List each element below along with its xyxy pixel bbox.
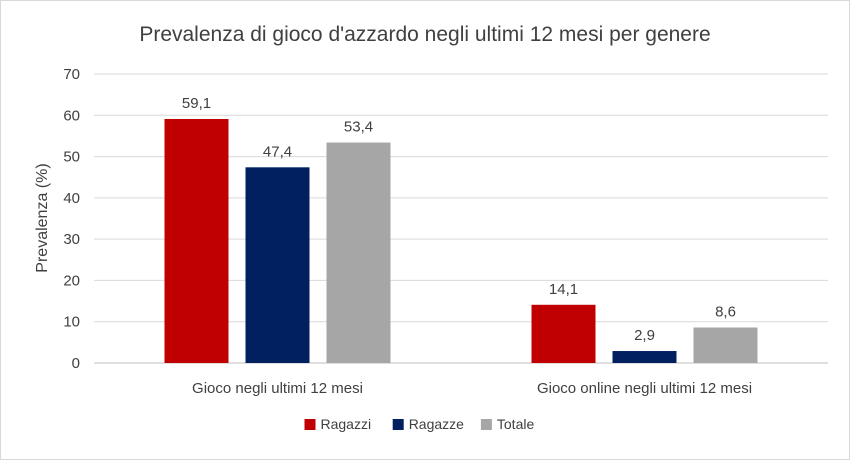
chart-title: Prevalenza di gioco d'azzardo negli ulti… xyxy=(139,23,710,46)
data-label: 47,4 xyxy=(263,143,292,160)
y-tick-label: 50 xyxy=(63,149,80,166)
bar-totale xyxy=(693,327,758,363)
legend-swatch-ragazze xyxy=(392,419,404,430)
data-label: 14,1 xyxy=(549,281,578,298)
data-label: 53,4 xyxy=(344,119,373,136)
bar-ragazze xyxy=(245,167,310,363)
bar-totale xyxy=(326,142,391,363)
y-tick-label: 10 xyxy=(63,314,80,331)
legend-label-ragazzi: Ragazzi xyxy=(321,416,372,432)
y-tick-label: 20 xyxy=(63,272,80,289)
bar-ragazzi xyxy=(531,304,596,363)
x-category-label: Gioco online negli ultimi 12 mesi xyxy=(537,380,752,397)
x-category-label: Gioco negli ultimi 12 mesi xyxy=(192,380,363,397)
y-axis-label: Prevalenza (%) xyxy=(34,163,51,272)
data-label: 59,1 xyxy=(182,95,211,112)
data-label: 8,6 xyxy=(715,303,736,320)
y-tick-label: 0 xyxy=(72,355,80,372)
y-tick-label: 70 xyxy=(63,66,80,83)
x-axis-categories: Gioco negli ultimi 12 mesi Gioco online n… xyxy=(192,380,752,397)
y-tick-label: 30 xyxy=(63,231,80,248)
bar-ragazzi xyxy=(164,119,229,363)
y-axis-ticks: 0 10 20 30 40 50 60 70 xyxy=(63,66,80,372)
legend-swatch-ragazzi xyxy=(304,419,316,430)
data-labels: 59,1 47,4 53,4 14,1 2,9 8,6 xyxy=(182,95,736,344)
y-tick-label: 60 xyxy=(63,107,80,124)
data-label: 2,9 xyxy=(634,327,655,344)
y-tick-label: 40 xyxy=(63,190,80,207)
legend-swatch-totale xyxy=(480,419,492,430)
bars xyxy=(164,119,758,363)
legend: Ragazzi Ragazze Totale xyxy=(304,416,535,432)
bar-ragazze xyxy=(612,351,677,363)
legend-label-totale: Totale xyxy=(497,416,535,432)
legend-label-ragazze: Ragazze xyxy=(409,416,464,432)
